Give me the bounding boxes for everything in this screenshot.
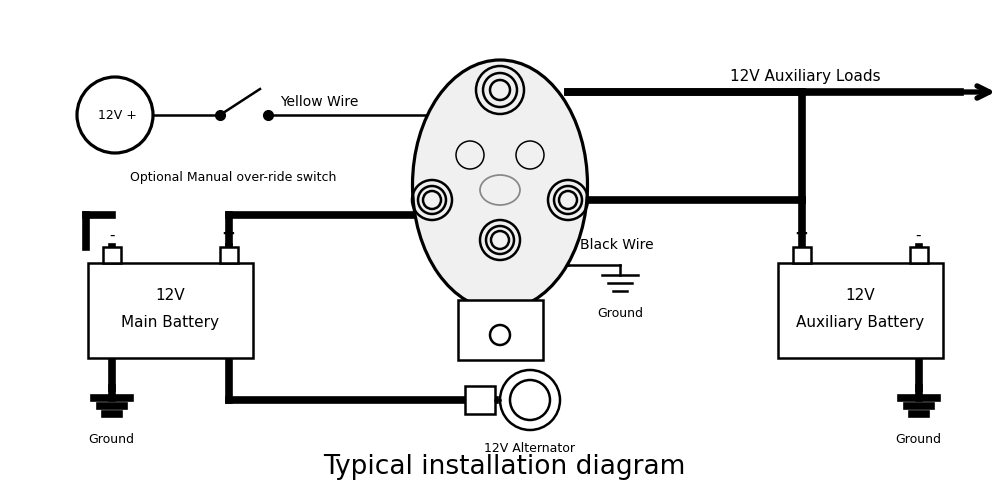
Text: Optional Manual over-ride switch: Optional Manual over-ride switch <box>130 171 337 184</box>
Text: Ground: Ground <box>597 307 643 320</box>
Circle shape <box>500 370 560 430</box>
Text: Black Wire: Black Wire <box>580 238 653 252</box>
Text: +: + <box>794 225 808 243</box>
Bar <box>792 247 810 262</box>
Text: 12V Auxiliary Loads: 12V Auxiliary Loads <box>730 69 881 84</box>
Bar <box>88 262 252 358</box>
Bar <box>458 300 542 360</box>
Text: -: - <box>915 228 921 243</box>
Bar <box>465 386 495 414</box>
Text: Ground: Ground <box>895 432 941 446</box>
Text: 12V: 12V <box>845 287 875 302</box>
Ellipse shape <box>412 60 588 310</box>
Bar <box>220 247 238 262</box>
Text: Main Battery: Main Battery <box>121 315 219 330</box>
Text: 12V Alternator: 12V Alternator <box>485 442 576 455</box>
Text: 12V +: 12V + <box>98 109 136 122</box>
Text: -: - <box>109 228 114 243</box>
Text: +: + <box>222 225 236 243</box>
Text: Auxiliary Battery: Auxiliary Battery <box>796 315 924 330</box>
Bar <box>777 262 942 358</box>
Text: 12V: 12V <box>155 287 184 302</box>
Text: Yellow Wire: Yellow Wire <box>280 95 359 109</box>
Circle shape <box>77 77 153 153</box>
Text: Typical installation diagram: Typical installation diagram <box>323 454 685 480</box>
Text: Ground: Ground <box>89 432 134 446</box>
Bar <box>103 247 121 262</box>
Bar <box>909 247 927 262</box>
